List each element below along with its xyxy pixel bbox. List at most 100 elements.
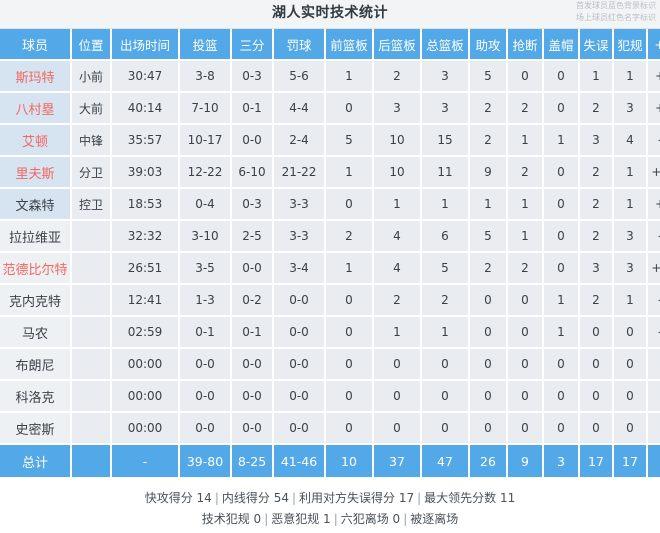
footer-stat-0: 快攻得分 14 bbox=[144, 491, 212, 505]
footer-stat-2: 利用对方失误得分 17 bbox=[299, 491, 415, 505]
footer-separator: | bbox=[214, 491, 219, 505]
column-header-11[interactable]: 盖帽 bbox=[544, 29, 580, 61]
stat-cell-4: 0-1 bbox=[232, 317, 274, 349]
player-name-cell[interactable]: 文森特 bbox=[0, 189, 72, 221]
stat-cell-2: 35:57 bbox=[112, 125, 180, 157]
column-header-1[interactable]: 位置 bbox=[72, 29, 112, 61]
column-header-10[interactable]: 抢断 bbox=[508, 29, 544, 61]
column-header-9[interactable]: 助攻 bbox=[470, 29, 508, 61]
stat-cell-8: 11 bbox=[422, 157, 470, 189]
player-name-cell[interactable]: 八村塁 bbox=[0, 93, 72, 125]
stat-cell-2: 40:14 bbox=[112, 93, 180, 125]
stat-cell-12: 0 bbox=[580, 413, 614, 445]
stat-cell-4: 0-0 bbox=[232, 381, 274, 413]
stat-cell-2: 00:00 bbox=[112, 349, 180, 381]
player-name-cell[interactable]: 科洛克 bbox=[0, 381, 72, 413]
column-header-3[interactable]: 投篮 bbox=[180, 29, 232, 61]
stat-cell-3: 3-8 bbox=[180, 61, 232, 93]
column-header-2[interactable]: 出场时间 bbox=[112, 29, 180, 61]
totals-cell-7: 37 bbox=[374, 445, 422, 479]
player-name-cell[interactable]: 斯玛特 bbox=[0, 61, 72, 93]
stat-cell-9: 2 bbox=[470, 125, 508, 157]
stat-cell-10: 0 bbox=[508, 285, 544, 317]
stat-cell-12: 0 bbox=[580, 381, 614, 413]
stat-cell-11: 0 bbox=[544, 61, 580, 93]
stat-cell-11: 1 bbox=[544, 317, 580, 349]
stat-cell-11: 1 bbox=[544, 125, 580, 157]
column-header-7[interactable]: 后篮板 bbox=[374, 29, 422, 61]
stat-cell-5: 0-0 bbox=[274, 381, 326, 413]
player-name-cell[interactable]: 史密斯 bbox=[0, 413, 72, 445]
footer-stat-3: 最大领先分数 11 bbox=[424, 491, 516, 505]
totals-cell-12: 17 bbox=[580, 445, 614, 479]
footer-separator: | bbox=[333, 512, 338, 526]
column-header-12[interactable]: 失误 bbox=[580, 29, 614, 61]
stat-cell-14: +15 bbox=[648, 253, 660, 285]
stat-cell-5: 0-0 bbox=[274, 413, 326, 445]
stat-cell-13: 3 bbox=[614, 253, 648, 285]
stat-cell-1 bbox=[72, 285, 112, 317]
stat-cell-6: 5 bbox=[326, 125, 374, 157]
player-name-cell[interactable]: 里夫斯 bbox=[0, 157, 72, 189]
player-name-cell[interactable]: 拉拉维亚 bbox=[0, 221, 72, 253]
stat-cell-5: 21-22 bbox=[274, 157, 326, 189]
stat-cell-12: 0 bbox=[580, 317, 614, 349]
footer-foul-0: 技术犯规 0 bbox=[201, 512, 262, 526]
stat-cell-5: 3-3 bbox=[274, 189, 326, 221]
stat-cell-2: 39:03 bbox=[112, 157, 180, 189]
totals-cell-11: 3 bbox=[544, 445, 580, 479]
player-name-cell[interactable]: 马农 bbox=[0, 317, 72, 349]
stat-cell-7: 0 bbox=[374, 381, 422, 413]
stat-cell-6: 0 bbox=[326, 93, 374, 125]
page-header: 湖人实时技术统计 首发球员蓝色背景标识 场上球员红色名字标识 bbox=[0, 0, 660, 29]
stat-cell-1: 中锋 bbox=[72, 125, 112, 157]
column-header-5[interactable]: 罚球 bbox=[274, 29, 326, 61]
stat-cell-6: 1 bbox=[326, 253, 374, 285]
column-header-8[interactable]: 总篮板 bbox=[422, 29, 470, 61]
stat-cell-9: 0 bbox=[470, 285, 508, 317]
stat-cell-14: -5 bbox=[648, 221, 660, 253]
player-name-cell[interactable]: 艾顿 bbox=[0, 125, 72, 157]
player-name-cell[interactable]: 布朗尼 bbox=[0, 349, 72, 381]
column-header-6[interactable]: 前篮板 bbox=[326, 29, 374, 61]
stat-cell-7: 10 bbox=[374, 157, 422, 189]
totals-cell-1 bbox=[72, 445, 112, 479]
stat-cell-11: 0 bbox=[544, 157, 580, 189]
column-header-0[interactable]: 球员 bbox=[0, 29, 72, 61]
column-header-14[interactable]: +/- bbox=[648, 29, 660, 61]
stat-cell-4: 2-5 bbox=[232, 221, 274, 253]
footer-separator: | bbox=[403, 512, 408, 526]
footer-line-fouls: 技术犯规 0 | 恶意犯规 1 | 六犯离场 0 | 被逐离场 bbox=[0, 509, 660, 530]
column-header-13[interactable]: 犯规 bbox=[614, 29, 648, 61]
totals-cell-2: - bbox=[112, 445, 180, 479]
stat-cell-3: 0-0 bbox=[180, 381, 232, 413]
stat-cell-6: 1 bbox=[326, 157, 374, 189]
stat-cell-5: 0-0 bbox=[274, 349, 326, 381]
column-header-4[interactable]: 三分 bbox=[232, 29, 274, 61]
stat-cell-13: 3 bbox=[614, 93, 648, 125]
stat-cell-9: 2 bbox=[470, 253, 508, 285]
stat-cell-6: 0 bbox=[326, 317, 374, 349]
stat-cell-2: 18:53 bbox=[112, 189, 180, 221]
footer-separator: | bbox=[291, 491, 297, 505]
stat-cell-5: 3-4 bbox=[274, 253, 326, 285]
player-name-cell[interactable]: 克内克特 bbox=[0, 285, 72, 317]
stat-cell-1 bbox=[72, 381, 112, 413]
stat-cell-3: 7-10 bbox=[180, 93, 232, 125]
stat-cell-7: 2 bbox=[374, 285, 422, 317]
player-name-cell[interactable]: 范德比尔特 bbox=[0, 253, 72, 285]
stat-cell-2: 12:41 bbox=[112, 285, 180, 317]
stat-cell-6: 0 bbox=[326, 413, 374, 445]
